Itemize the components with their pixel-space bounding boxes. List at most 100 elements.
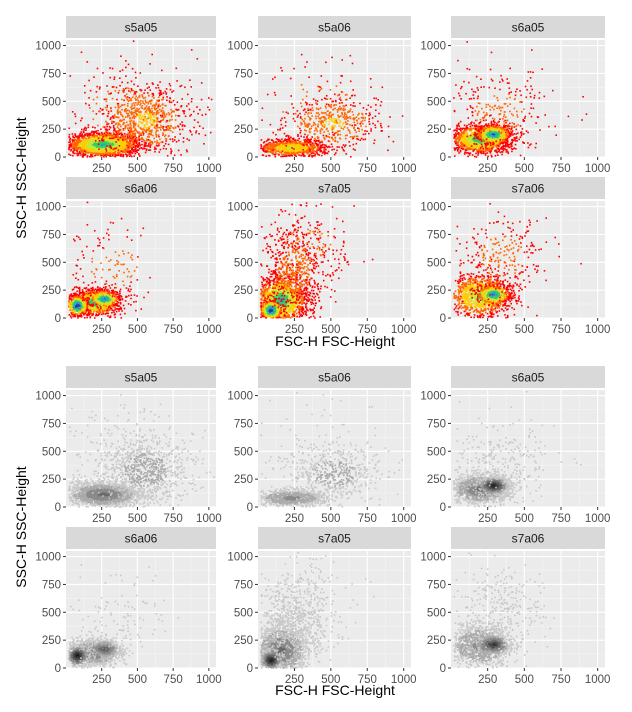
data-point — [93, 135, 95, 137]
data-point — [321, 120, 324, 122]
data-point — [338, 146, 340, 148]
data-point — [308, 148, 311, 151]
data-point — [124, 127, 126, 130]
data-point — [94, 144, 96, 147]
data-point — [149, 122, 152, 124]
data-point — [142, 102, 144, 104]
data-point — [165, 140, 167, 142]
data-point — [289, 77, 292, 80]
data-point — [100, 133, 102, 136]
data-point — [179, 133, 181, 135]
data-point — [152, 94, 155, 97]
data-point — [496, 146, 498, 148]
data-point — [291, 145, 294, 147]
data-point — [119, 138, 122, 140]
data-point — [92, 142, 95, 145]
data-point — [271, 146, 274, 149]
data-point — [343, 113, 346, 115]
data-point — [142, 119, 145, 121]
data-point — [170, 115, 173, 118]
data-point — [328, 140, 331, 143]
y-tick-label: 250 — [42, 124, 61, 136]
data-point — [358, 130, 360, 132]
data-point — [318, 140, 320, 143]
data-point — [107, 151, 109, 154]
data-point — [334, 137, 337, 139]
data-point — [369, 78, 372, 80]
data-point — [341, 112, 343, 115]
data-point — [141, 107, 144, 110]
data-point — [330, 116, 333, 118]
data-point — [335, 104, 337, 106]
data-point — [170, 101, 173, 104]
data-point — [92, 152, 94, 154]
data-point — [306, 126, 309, 128]
data-point — [125, 110, 128, 112]
data-point — [270, 145, 273, 147]
data-point — [111, 142, 114, 144]
data-point — [294, 147, 297, 149]
data-point — [72, 154, 74, 157]
data-point — [279, 148, 281, 150]
data-point — [166, 155, 169, 157]
data-point — [77, 141, 79, 144]
data-point — [359, 102, 361, 105]
data-point — [81, 144, 84, 146]
data-point — [297, 151, 300, 154]
data-point — [104, 135, 107, 138]
data-point — [140, 113, 142, 115]
data-point — [318, 139, 320, 142]
data-point — [302, 88, 304, 91]
data-point — [133, 111, 136, 114]
data-point — [195, 130, 198, 132]
data-point — [315, 115, 317, 117]
data-point — [341, 113, 344, 116]
data-point — [86, 155, 89, 157]
data-point — [122, 153, 125, 156]
data-point — [106, 153, 109, 155]
data-point — [134, 93, 137, 95]
data-point — [312, 152, 315, 154]
data-point — [277, 140, 280, 143]
data-point — [465, 126, 468, 128]
data-point — [75, 148, 78, 151]
data-point — [284, 148, 286, 151]
data-point — [90, 148, 92, 150]
data-point — [82, 156, 84, 158]
data-point — [131, 111, 134, 114]
data-point — [97, 151, 100, 153]
data-point — [310, 109, 312, 112]
data-point — [124, 144, 127, 147]
data-point — [121, 146, 124, 149]
data-point — [96, 85, 98, 88]
data-point — [342, 105, 345, 107]
data-point — [377, 120, 379, 123]
data-point — [94, 150, 97, 153]
data-point — [110, 147, 112, 150]
data-point — [100, 142, 103, 144]
data-point — [339, 121, 342, 123]
data-point — [303, 120, 305, 122]
data-point — [309, 117, 311, 119]
data-point — [312, 150, 314, 153]
data-point — [131, 130, 133, 133]
data-point — [161, 119, 164, 121]
data-point — [302, 147, 305, 150]
data-point — [283, 149, 285, 151]
data-point — [189, 115, 191, 117]
data-point — [124, 138, 126, 140]
data-point — [68, 153, 70, 156]
data-point — [108, 152, 110, 154]
data-point — [140, 147, 143, 149]
data-point — [84, 149, 86, 151]
data-point — [370, 130, 372, 132]
data-point — [314, 140, 317, 143]
data-point — [148, 136, 150, 138]
point-cloud — [68, 40, 213, 158]
data-point — [302, 109, 305, 112]
data-point — [273, 146, 275, 148]
data-point — [179, 123, 182, 125]
data-point — [147, 129, 150, 131]
data-point — [511, 130, 514, 132]
